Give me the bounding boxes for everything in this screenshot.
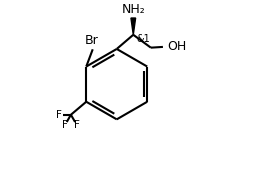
Text: OH: OH (167, 40, 186, 53)
Text: &1: &1 (136, 34, 150, 45)
Text: F: F (56, 110, 62, 120)
Text: NH₂: NH₂ (121, 3, 145, 16)
Text: Br: Br (85, 34, 99, 47)
Text: F: F (74, 120, 80, 130)
Polygon shape (131, 18, 136, 35)
Text: F: F (62, 120, 68, 130)
